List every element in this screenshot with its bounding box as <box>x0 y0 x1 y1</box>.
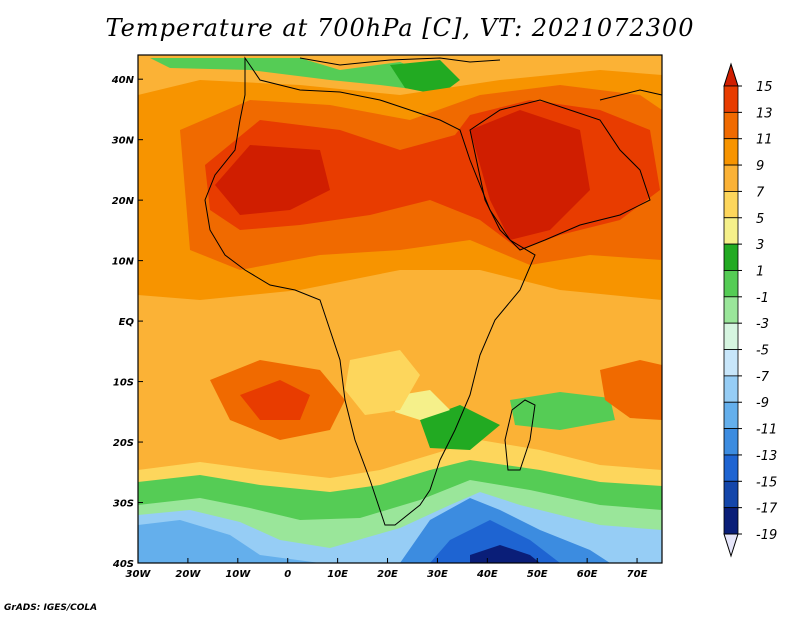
lat-tick-label: 40S <box>112 559 134 570</box>
lon-tick-label: 30W <box>126 569 152 580</box>
axis-ticks: 30W 20W 10W 0 10E 20E 30E 40E 50E 60E 70E 40N 30N 20N… <box>111 75 648 580</box>
colorbar-swatch <box>723 428 739 456</box>
lat-tick-label: 30N <box>112 136 135 147</box>
credit-text: GrADS: IGES/COLA <box>4 603 98 613</box>
lon-tick-label: 20W <box>175 569 201 580</box>
colorbar-bottom-cap <box>723 533 739 558</box>
coastlines <box>204 56 663 526</box>
colorbar-swatch <box>723 164 739 192</box>
colorbar-swatch <box>723 401 739 429</box>
colorbar-swatch <box>723 270 739 298</box>
lon-tick-label: 50E <box>527 569 548 580</box>
colorbar-label: -5 <box>756 344 769 359</box>
colorbar-label: 5 <box>756 212 764 227</box>
colorbar-label: -17 <box>756 502 778 517</box>
lat-tick-label: 10S <box>113 378 134 389</box>
colorbar-swatch <box>723 507 739 535</box>
colorbar-label: -7 <box>756 370 770 385</box>
colorbar-label: 13 <box>756 106 773 121</box>
colorbar-label: -19 <box>756 528 777 543</box>
colorbar-label: 1 <box>756 264 764 279</box>
colorbar-label: -13 <box>756 449 777 464</box>
lon-tick-label: 30E <box>427 569 448 580</box>
colorbar-label: 7 <box>756 185 765 200</box>
colorbar-swatch <box>723 322 739 350</box>
lat-tick-label: EQ <box>119 317 135 328</box>
colorbar-label: 11 <box>756 133 773 148</box>
colorbar: 15 13 11 9 7 5 3 1 -1 -3 -5 -7 -9 -11 -13 -15 -17 -19 <box>723 62 778 558</box>
colorbar-label: 3 <box>756 238 764 253</box>
lon-tick-label: 60E <box>577 569 598 580</box>
lon-tick-label: 20E <box>377 569 398 580</box>
lon-tick-label: 40E <box>476 569 498 580</box>
lon-tick-label: 0 <box>284 569 291 580</box>
colorbar-swatch <box>723 138 739 166</box>
colorbar-swatch <box>723 217 739 245</box>
lat-tick-label: 20S <box>113 438 134 449</box>
colorbar-swatch <box>723 454 739 482</box>
lat-tick-label: 10N <box>112 257 135 268</box>
lon-tick-label: 70E <box>627 569 648 580</box>
colorbar-label: -3 <box>756 317 769 332</box>
lat-tick-label: 20N <box>112 196 135 207</box>
lon-tick-label: 10W <box>225 569 251 580</box>
colorbar-swatch <box>723 243 739 271</box>
colorbar-swatch <box>723 349 739 377</box>
colorbar-label: -11 <box>756 423 777 438</box>
plot-frame <box>137 54 663 564</box>
colorbar-top-cap <box>723 62 739 87</box>
lon-tick-label: 10E <box>327 569 348 580</box>
lat-tick-label: 40N <box>111 75 135 86</box>
colorbar-swatch <box>723 191 739 219</box>
colorbar-swatch <box>723 375 739 403</box>
colorbar-swatch <box>723 85 739 113</box>
colorbar-label: -1 <box>756 291 769 306</box>
map-title: Temperature at 700hPa [C], VT: 202107230… <box>105 14 695 42</box>
colorbar-label: 9 <box>756 159 764 174</box>
colorbar-swatch <box>723 480 739 509</box>
colorbar-swatch <box>723 111 739 140</box>
colorbar-label: -15 <box>756 475 777 490</box>
colorbar-swatch <box>723 296 739 324</box>
colorbar-label: 15 <box>756 80 773 95</box>
temperature-field <box>138 55 662 563</box>
lat-tick-label: 30S <box>113 499 134 510</box>
colorbar-label: -9 <box>756 396 769 411</box>
